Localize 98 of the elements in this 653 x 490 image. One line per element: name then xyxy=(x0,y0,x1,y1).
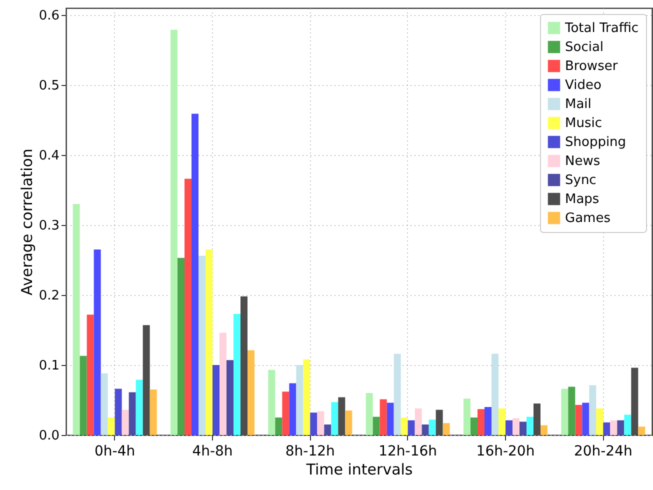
bar xyxy=(442,423,450,435)
y-tick-label: 0.4 xyxy=(38,148,60,164)
bar xyxy=(366,393,373,435)
bar xyxy=(561,388,568,435)
bar xyxy=(394,354,401,435)
bar xyxy=(408,420,415,435)
bar xyxy=(372,416,380,435)
bar xyxy=(422,424,429,435)
bar xyxy=(247,350,254,435)
y-tick-label: 0.6 xyxy=(38,8,60,24)
legend-label: News xyxy=(565,154,600,169)
bar xyxy=(575,404,582,435)
x-axis-title: Time intervals xyxy=(305,460,413,478)
bar xyxy=(150,390,157,435)
bar xyxy=(520,422,526,435)
bar xyxy=(240,296,248,435)
bar xyxy=(184,178,192,435)
y-tick-label: 0.1 xyxy=(38,358,60,374)
bar xyxy=(136,380,143,435)
bar xyxy=(414,408,422,435)
bar xyxy=(234,314,240,435)
y-tick-label: 0.5 xyxy=(38,78,60,94)
bar xyxy=(114,388,122,435)
bar xyxy=(296,365,304,435)
bar xyxy=(331,402,338,435)
bar xyxy=(128,392,136,435)
bar xyxy=(345,410,352,435)
legend-label: Video xyxy=(565,78,602,93)
x-tick-label: 4h-8h xyxy=(192,444,233,460)
legend-label: Maps xyxy=(565,192,600,207)
legend-label: Sync xyxy=(565,173,596,188)
x-tick-label: 16h-20h xyxy=(476,444,535,460)
legend-label: Total Traffic xyxy=(564,21,639,36)
bar xyxy=(275,418,282,435)
bar xyxy=(198,256,206,435)
bar xyxy=(86,314,94,435)
bar xyxy=(386,402,394,435)
legend-label: Music xyxy=(565,116,602,131)
bar xyxy=(268,370,276,435)
bar xyxy=(638,426,646,435)
x-tick-label: 8h-12h xyxy=(285,444,335,460)
y-tick-label: 0.2 xyxy=(38,288,60,304)
bar xyxy=(220,332,226,435)
bar xyxy=(478,409,484,435)
bar xyxy=(568,386,576,435)
bar xyxy=(400,418,408,435)
bar xyxy=(338,397,346,435)
bar xyxy=(526,416,534,435)
x-tick-label: 0h-4h xyxy=(94,444,136,460)
bar xyxy=(464,398,471,435)
bar xyxy=(178,258,184,435)
bar xyxy=(206,250,212,435)
bar xyxy=(192,114,198,435)
bar xyxy=(212,365,220,435)
bar xyxy=(617,420,624,435)
bar xyxy=(72,204,80,435)
bar xyxy=(100,373,108,435)
legend-label: Social xyxy=(565,40,604,55)
bar xyxy=(108,418,115,435)
bar xyxy=(289,383,296,435)
bar xyxy=(589,385,596,435)
legend-label: Mail xyxy=(565,97,592,112)
bar xyxy=(380,399,387,435)
bar xyxy=(540,425,548,435)
bar xyxy=(80,356,87,435)
x-tick-label: 20h-24h xyxy=(574,444,632,460)
bar xyxy=(512,418,520,435)
bar xyxy=(226,360,234,435)
legend-label: Browser xyxy=(565,59,618,74)
bar xyxy=(303,359,310,435)
bar xyxy=(582,402,590,435)
bar xyxy=(170,30,178,435)
bar xyxy=(631,368,638,435)
bar xyxy=(324,424,332,435)
x-tick-label: 12h-16h xyxy=(378,444,438,460)
bar xyxy=(428,420,436,435)
bar xyxy=(506,420,512,435)
bar xyxy=(470,418,478,435)
y-tick-label: 0.0 xyxy=(38,428,60,444)
legend-label: Shopping xyxy=(565,135,626,150)
legend-label: Games xyxy=(565,211,611,226)
bar xyxy=(498,408,506,435)
bar xyxy=(122,410,129,435)
y-axis-title: Average correlation xyxy=(18,148,36,296)
bar xyxy=(94,250,101,435)
bar xyxy=(492,354,498,435)
bar xyxy=(596,408,604,435)
y-tick-label: 0.3 xyxy=(38,218,60,234)
bar xyxy=(317,411,324,435)
bar xyxy=(534,404,540,435)
bar xyxy=(310,412,318,435)
bar xyxy=(436,410,443,435)
bar xyxy=(282,392,290,435)
bar xyxy=(603,422,610,435)
bar xyxy=(610,420,618,435)
bar xyxy=(142,325,150,435)
bar xyxy=(624,414,632,435)
bar xyxy=(484,407,492,435)
